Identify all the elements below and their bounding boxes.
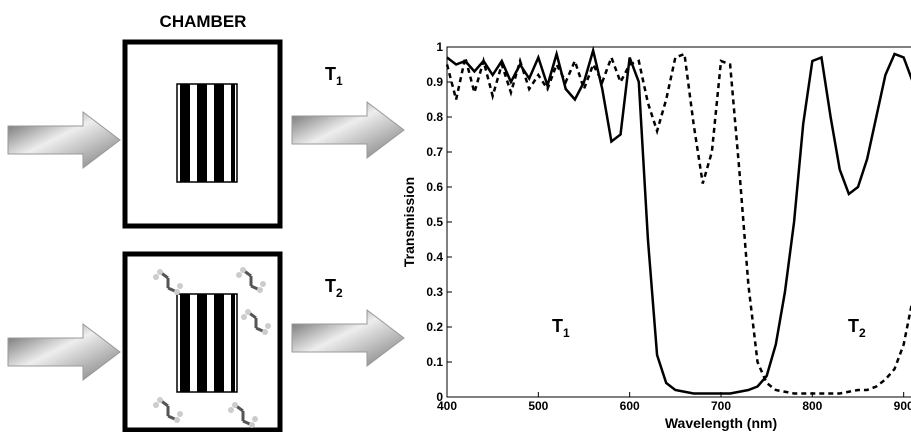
diagram: CHAMBER T1 T2 (7, 12, 405, 433)
output-label: T1 (325, 64, 343, 88)
molecule (234, 265, 268, 295)
x-tick-label: 900 (894, 399, 911, 413)
label-main: T (325, 276, 336, 296)
chart: 400500600700800900100000.10.20.30.40.50.… (401, 40, 911, 431)
chamber-box (122, 251, 283, 433)
y-axis-label: Transmission (401, 177, 417, 267)
label-sub: 1 (336, 74, 343, 88)
output-arrow (291, 309, 405, 367)
x-tick-label: 400 (437, 399, 457, 413)
series-line (446, 45, 911, 395)
label-main: T (325, 64, 336, 84)
label-sub: 2 (336, 286, 343, 300)
input-arrow (7, 323, 121, 381)
input-arrow (7, 111, 121, 169)
grating (176, 83, 238, 183)
label-sub: 2 (859, 326, 866, 340)
y-tick-label: 0.1 (426, 355, 443, 369)
molecule (151, 395, 185, 425)
x-axis-label: Wavelength (nm) (665, 415, 777, 431)
molecule (151, 267, 185, 297)
y-tick-label: 0.5 (426, 215, 443, 229)
x-tick-label: 700 (711, 399, 731, 413)
x-tick-label: 800 (802, 399, 822, 413)
y-tick-label: 0.7 (426, 145, 443, 159)
y-tick-label: 0.8 (426, 110, 443, 124)
y-tick-label: 1 (436, 40, 443, 54)
molecule (226, 400, 260, 430)
plot-frame (446, 46, 911, 398)
y-tick-label: 0.3 (426, 285, 443, 299)
molecule (239, 307, 273, 337)
label-main: T (552, 316, 563, 336)
y-tick-label: 0 (436, 390, 443, 404)
grating (176, 293, 238, 393)
label-main: T (848, 316, 859, 336)
chamber-title: CHAMBER (160, 12, 247, 31)
x-tick-label: 500 (528, 399, 548, 413)
y-tick-label: 0.6 (426, 180, 443, 194)
x-tick-label: 600 (620, 399, 640, 413)
curve-label: T1 (552, 316, 570, 340)
label-sub: 1 (563, 326, 570, 340)
output-label: T2 (325, 276, 343, 300)
y-tick-label: 0.4 (426, 250, 443, 264)
y-tick-label: 0.2 (426, 320, 443, 334)
chamber-box (122, 39, 283, 229)
curve-label: T2 (848, 316, 866, 340)
output-arrow (291, 101, 405, 159)
y-tick-label: 0.9 (426, 75, 443, 89)
series-line (445, 52, 911, 395)
